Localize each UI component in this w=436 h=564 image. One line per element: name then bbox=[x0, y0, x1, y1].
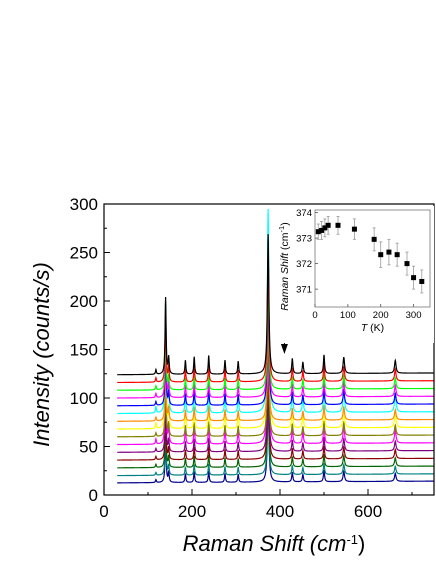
inset-x-tick-label: 200 bbox=[373, 310, 389, 321]
x-tick-label: 200 bbox=[178, 502, 206, 521]
inset-background bbox=[273, 206, 434, 343]
inset-y-tick-label: 372 bbox=[296, 259, 312, 270]
inset-points bbox=[315, 222, 425, 284]
data-point bbox=[378, 252, 384, 258]
inset-x-tick-label: 0 bbox=[312, 310, 317, 321]
spectrum-line bbox=[117, 394, 434, 484]
data-point bbox=[404, 261, 410, 267]
inset-x-tick-label: 300 bbox=[406, 310, 422, 321]
inset-chart: 0 100 200 300 371 372 373 374 T (K) Raman Shif… bbox=[273, 206, 434, 343]
x-tick-label: 400 bbox=[266, 502, 294, 521]
spectra-series-group bbox=[117, 208, 434, 484]
x-axis-title-main: Raman Shift (cm bbox=[183, 531, 347, 556]
data-point bbox=[319, 227, 325, 233]
spectrum-line bbox=[117, 288, 434, 407]
y-tick-label: 50 bbox=[79, 438, 98, 457]
inset-x-axis-title: T (K) bbox=[361, 322, 384, 334]
arrow-head bbox=[280, 344, 288, 354]
inset-y-axis-title-superscript: -1 bbox=[277, 226, 286, 233]
spectrum-line bbox=[117, 272, 434, 391]
spectrum-line bbox=[117, 360, 434, 461]
data-point bbox=[394, 252, 400, 258]
data-point bbox=[325, 222, 331, 228]
inset-x-ticks: 0 100 200 300 bbox=[312, 304, 422, 321]
inset-y-axis-title-main: Raman Shift bbox=[279, 252, 291, 311]
spectrum-line bbox=[117, 247, 434, 430]
inset-y-tick-label: 374 bbox=[296, 208, 312, 219]
spectrum-line bbox=[117, 274, 434, 399]
inset-y-axis-title-close: ) bbox=[279, 222, 291, 226]
inset-y-tick-label: 371 bbox=[296, 285, 312, 296]
y-tick-label: 300 bbox=[70, 195, 98, 214]
spectrum-line bbox=[117, 373, 434, 469]
y-axis-title: Intensity (counts/s) bbox=[29, 262, 54, 447]
spectrum-line bbox=[117, 208, 434, 415]
data-point bbox=[419, 278, 425, 284]
data-point bbox=[386, 249, 392, 255]
x-axis-title: Raman Shift (cm-1) bbox=[183, 531, 366, 556]
x-axis-title-close: ) bbox=[358, 531, 365, 556]
data-point bbox=[411, 275, 417, 281]
inset-x-tick-label: 100 bbox=[340, 310, 356, 321]
spectrum-line bbox=[117, 325, 434, 438]
y-tick-label: 0 bbox=[89, 486, 98, 505]
x-axis-ticks: 0 200 400 600 bbox=[99, 489, 413, 521]
x-tick-label: 0 bbox=[99, 502, 108, 521]
inset-x-axis-title-var: T bbox=[361, 322, 369, 334]
inset-y-axis-title-unit: (cm bbox=[279, 232, 291, 250]
data-point bbox=[315, 229, 321, 235]
data-point bbox=[351, 226, 357, 232]
spectrum-line bbox=[117, 390, 434, 477]
data-point bbox=[335, 222, 341, 228]
y-tick-label: 250 bbox=[70, 244, 98, 263]
spectrum-line bbox=[117, 292, 434, 446]
inset-frame bbox=[314, 209, 431, 308]
y-axis-ticks: 0 50 100 150 200 250 300 bbox=[70, 195, 110, 505]
data-point bbox=[322, 225, 328, 231]
x-tick-label: 600 bbox=[354, 502, 382, 521]
spectrum-line bbox=[117, 346, 434, 453]
data-point bbox=[371, 236, 377, 242]
y-tick-label: 100 bbox=[70, 389, 98, 408]
spectrum-line bbox=[117, 253, 434, 384]
y-tick-label: 200 bbox=[70, 292, 98, 311]
y-tick-label: 150 bbox=[70, 341, 98, 360]
spectrum-line bbox=[117, 234, 434, 376]
main-chart: 0 200 400 600 0 50 100 150 200 250 300 Raman Shif… bbox=[29, 195, 435, 556]
inset-y-ticks: 371 372 373 374 bbox=[296, 208, 318, 296]
inset-y-axis-title: Raman Shift (cm-1) bbox=[277, 222, 292, 310]
x-axis-title-superscript: -1 bbox=[346, 532, 358, 547]
inset-x-axis-title-unit: (K) bbox=[367, 322, 384, 334]
spectrum-line bbox=[117, 309, 434, 422]
inset-y-tick-label: 373 bbox=[296, 234, 312, 245]
